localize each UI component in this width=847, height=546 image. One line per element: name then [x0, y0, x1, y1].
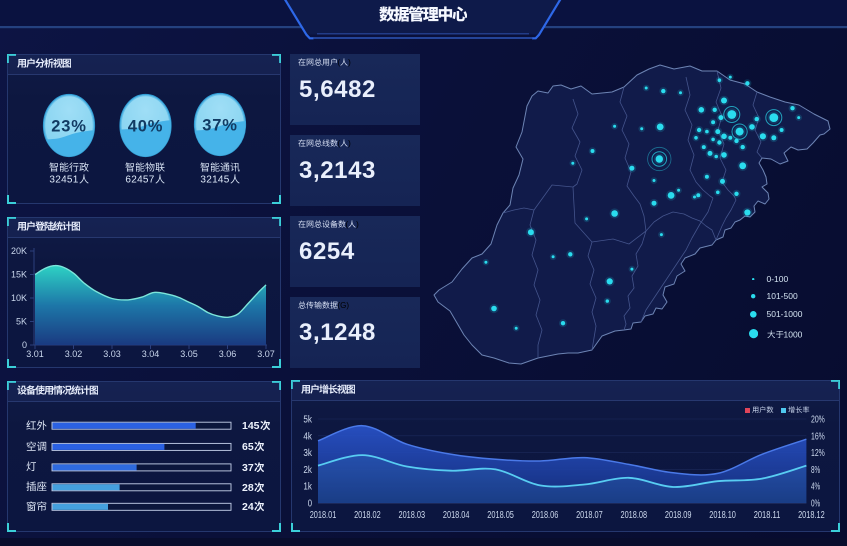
svg-text:2018.03: 2018.03 [399, 510, 426, 521]
svg-text:0: 0 [308, 499, 313, 510]
svg-text:40%: 40% [128, 118, 163, 136]
svg-text:0: 0 [22, 340, 27, 350]
svg-text:37%: 37% [202, 117, 237, 135]
svg-text:10K: 10K [11, 293, 27, 303]
svg-text:12%: 12% [811, 448, 825, 459]
svg-text:2018.07: 2018.07 [576, 510, 603, 521]
svg-text:2k: 2k [303, 465, 312, 476]
svg-text:3.03: 3.03 [103, 349, 121, 359]
svg-text:2018.10: 2018.10 [709, 510, 736, 521]
svg-text:20%: 20% [811, 415, 825, 426]
svg-text:4k: 4k [303, 431, 312, 442]
svg-text:2018.09: 2018.09 [665, 510, 692, 521]
svg-text:3.06: 3.06 [219, 349, 237, 359]
svg-text:23%: 23% [51, 118, 86, 136]
svg-text:3.05: 3.05 [180, 349, 198, 359]
svg-text:5K: 5K [16, 317, 27, 327]
svg-text:2018.06: 2018.06 [532, 510, 559, 521]
svg-text:3.02: 3.02 [65, 349, 83, 359]
svg-text:16%: 16% [811, 431, 825, 442]
svg-text:3.07: 3.07 [257, 349, 275, 359]
svg-text:2018.01: 2018.01 [310, 510, 337, 521]
svg-text:2018.08: 2018.08 [621, 510, 648, 521]
svg-text:2018.04: 2018.04 [443, 510, 470, 521]
svg-text:20K: 20K [11, 246, 27, 256]
svg-text:1k: 1k [303, 482, 312, 493]
svg-text:5k: 5k [303, 415, 312, 426]
svg-text:4%: 4% [811, 482, 820, 493]
svg-text:15K: 15K [11, 270, 27, 280]
svg-text:3.04: 3.04 [142, 349, 160, 359]
svg-text:3.01: 3.01 [26, 349, 44, 359]
svg-text:0%: 0% [811, 499, 820, 510]
svg-text:2018.05: 2018.05 [487, 510, 514, 521]
svg-text:2018.02: 2018.02 [354, 510, 381, 521]
svg-text:2018.11: 2018.11 [754, 510, 781, 521]
svg-text:3k: 3k [303, 448, 312, 459]
svg-text:8%: 8% [811, 465, 820, 476]
svg-text:2018.12: 2018.12 [798, 510, 825, 521]
